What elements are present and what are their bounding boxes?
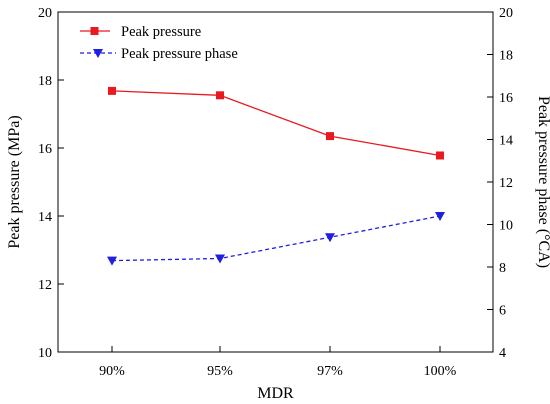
data-point [326,132,334,141]
series-line-0 [111,90,441,157]
y2-tick-label: 8 [499,261,506,276]
y-tick-label: 16 [38,142,52,157]
data-point [436,151,444,160]
y2-tick-label: 16 [499,91,513,106]
y2-tick-label: 6 [499,304,506,319]
y2-tick-label: 12 [499,176,513,191]
legend-marker-peak-pressure-phase [93,49,103,58]
y-tick-label: 12 [38,278,52,293]
y-tick-label: 18 [38,74,52,89]
y-tick-label: 10 [38,346,52,361]
data-point [108,86,116,95]
series-line-1 [111,215,441,262]
x-axis-label: MDR [257,385,294,402]
x-tick-label: 97% [317,364,343,379]
data-point [325,233,335,243]
data-point [216,91,224,100]
legend-label-peak-pressure: Peak pressure [121,24,201,40]
x-tick-label: 100% [424,364,457,379]
x-tick-label: 95% [207,364,233,379]
series-layer [107,86,445,266]
x-tick-label: 90% [99,364,125,379]
y2-tick-label: 18 [499,49,513,64]
y2-tick-label: 20 [499,6,513,21]
legend-marker-peak-pressure [90,27,99,35]
y2-tick-label: 14 [499,134,513,149]
right-axis: 4 6 8 10 12 14 16 18 20 [487,6,513,361]
y2-tick-label: 4 [499,346,506,361]
data-point [435,212,445,221]
x-axis: 90% 95% 97% 100% [99,346,457,379]
data-point [107,256,117,266]
left-axis: 10 12 14 16 18 20 [38,6,64,361]
plot-frame [57,11,494,353]
legend: Peak pressure Peak pressure phase [80,24,238,62]
y-axis-label: Peak pressure (MPa) [6,115,23,248]
y-tick-label: 20 [38,6,52,21]
y-tick-label: 14 [38,210,52,225]
y2-axis-label: Peak pressure phase (°CA) [535,96,550,268]
y2-tick-label: 10 [499,219,513,234]
data-point [215,254,225,264]
legend-label-peak-pressure-phase: Peak pressure phase [121,46,238,62]
